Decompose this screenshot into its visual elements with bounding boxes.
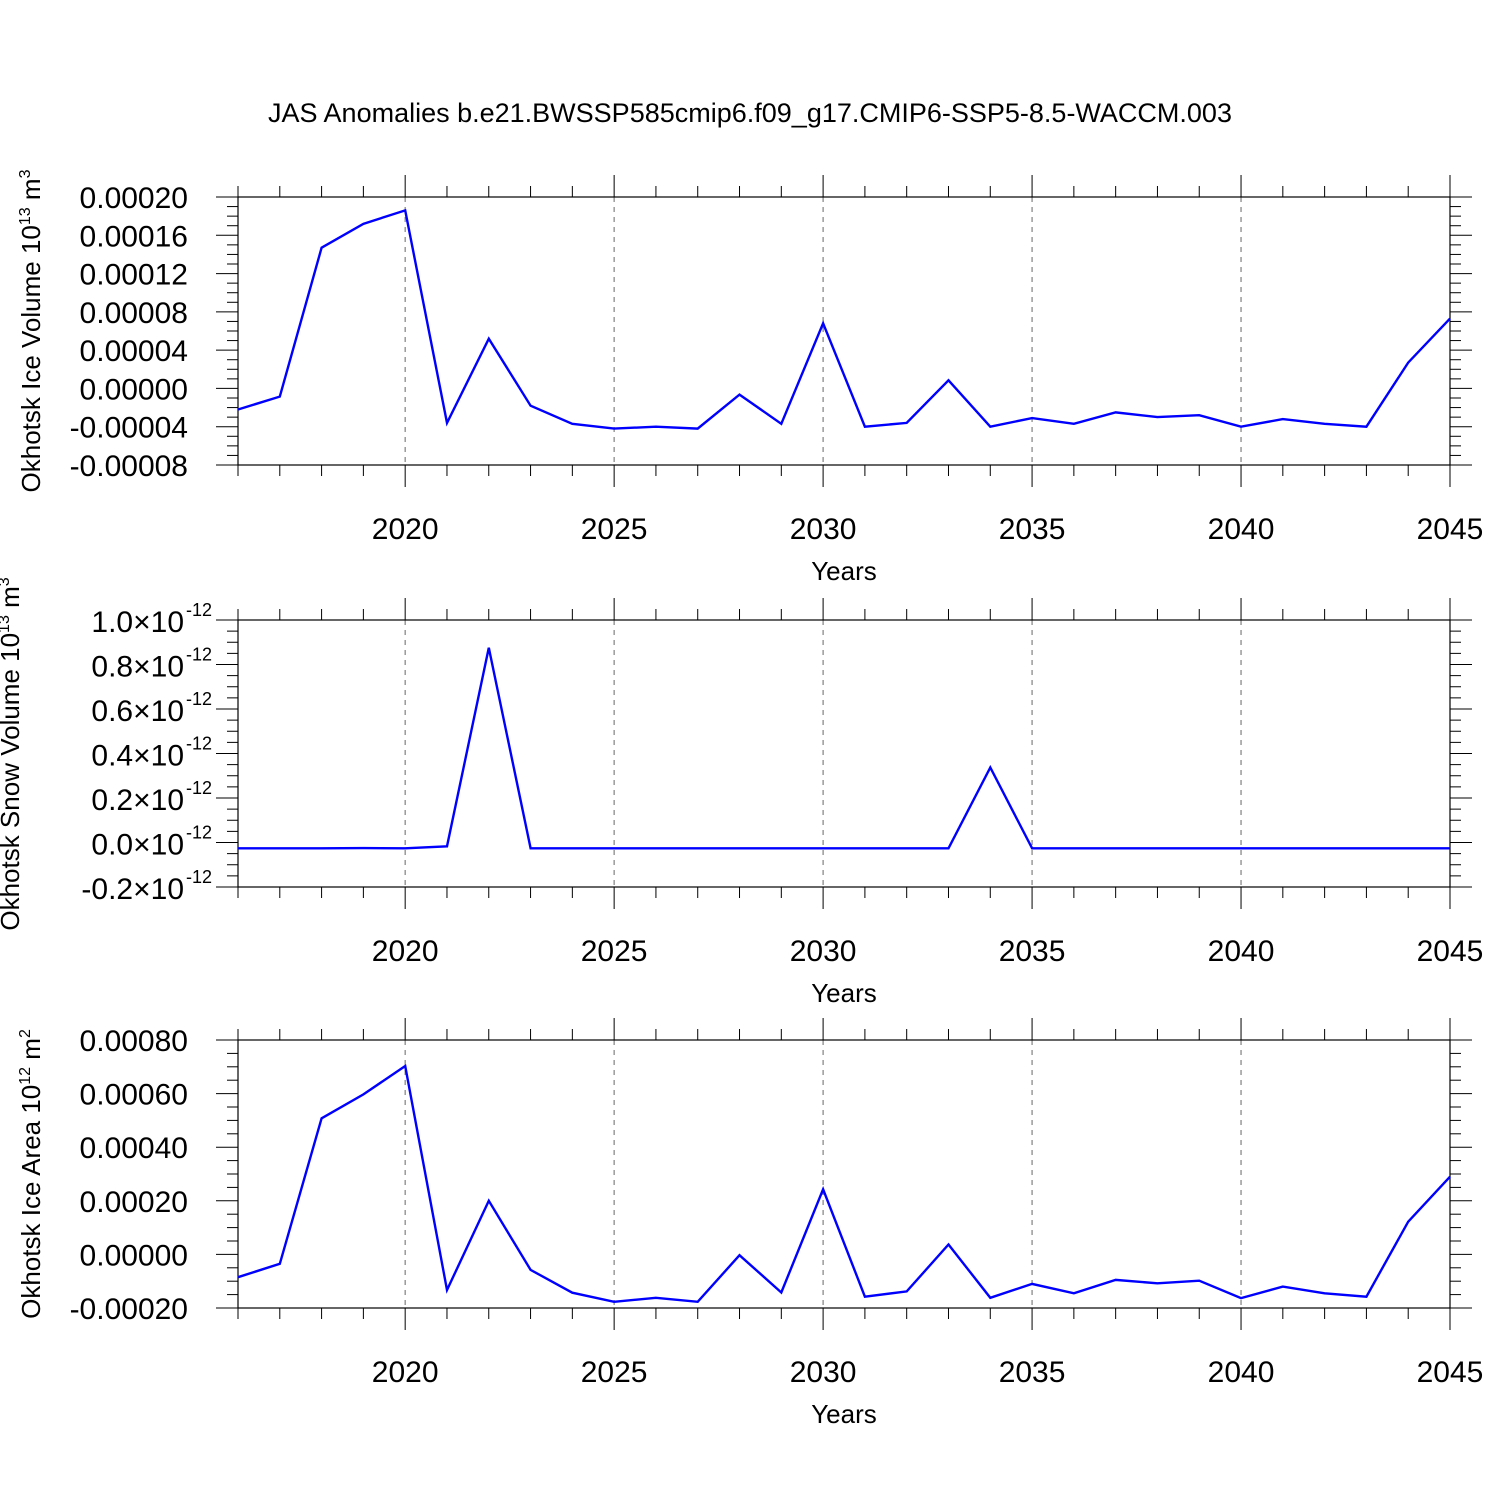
- y-tick-label: 0.00008: [80, 297, 188, 330]
- chart-panel-1: 2020 2025 2030 2035 2040 2045 -0.00008 -0.00004…: [16, 169, 1483, 586]
- x-tick-label: 2045: [1417, 935, 1484, 968]
- x-tick-label: 2025: [581, 935, 648, 968]
- plot-frame: [237, 196, 1451, 466]
- figure-title: JAS Anomalies b.e21.BWSSP585cmip6.f09_g1…: [268, 98, 1232, 128]
- x-tick-label: 2045: [1417, 1356, 1484, 1389]
- y-axis-label: Okhotsk Ice Area 1012 m2: [16, 1029, 46, 1319]
- y-tick-label: -0.00004: [70, 412, 188, 445]
- y-tick-label: 0.00020: [80, 182, 188, 215]
- y-axis-label-exp: 12: [17, 1067, 34, 1085]
- y-tick-label: 0.00040: [80, 1132, 188, 1165]
- y-axis-label-exp: 13: [17, 207, 34, 225]
- x-tick-label: 2040: [1208, 1356, 1275, 1389]
- plot-frame: [237, 1039, 1451, 1309]
- y-axis-label-space: [16, 200, 46, 207]
- x-tick-label: 2035: [999, 935, 1066, 968]
- y-tick-label: 0.00016: [80, 220, 188, 253]
- y-tick-exponent: -12: [186, 823, 212, 843]
- x-tick-label: 2025: [581, 513, 648, 546]
- y-tick-multiplier: ×10: [133, 695, 184, 728]
- x-tick-label: 2020: [372, 935, 439, 968]
- x-axis-label: Years: [811, 1399, 877, 1429]
- chart-panel-3: 2020 2025 2030 2035 2040 2045 -0.00020 0.00000 0…: [16, 1018, 1483, 1429]
- y-tick-multiplier: ×10: [133, 740, 184, 773]
- y-tick-label: 0.00012: [80, 259, 188, 292]
- x-tick-label: 2025: [581, 1356, 648, 1389]
- x-tick-label: 2030: [790, 513, 857, 546]
- y-tick-mantissa: 0.8: [91, 651, 133, 684]
- y-tick-label: 0.00020: [80, 1186, 188, 1219]
- y-tick-label: 0.00004: [80, 335, 188, 368]
- y-tick-mantissa: 0.2: [91, 784, 133, 817]
- y-tick-multiplier: ×10: [133, 873, 184, 906]
- y-tick-label: 0.8×10: [91, 651, 184, 684]
- x-tick-label: 2030: [790, 935, 857, 968]
- x-tick-label: 2020: [372, 513, 439, 546]
- y-axis-label-unit-exp: 3: [0, 577, 13, 586]
- plot-frame: [237, 619, 1451, 888]
- y-axis-label-text: Okhotsk Ice Volume 10: [16, 225, 46, 492]
- x-tick-label: 2035: [999, 1356, 1066, 1389]
- x-axis-label: Years: [811, 556, 877, 586]
- y-tick-exponent: -12: [186, 734, 212, 754]
- y-tick-label: 0.00000: [80, 1239, 188, 1272]
- y-axis-label-unit-exp: 2: [17, 1029, 34, 1038]
- y-tick-label: 0.2×10: [91, 784, 184, 817]
- y-tick-label: 0.00060: [80, 1079, 188, 1112]
- y-tick-mantissa: 0.4: [91, 740, 133, 773]
- series-line: [237, 208, 1451, 430]
- y-tick-label: 0.6×10: [91, 695, 184, 728]
- y-tick-multiplier: ×10: [133, 829, 184, 862]
- y-axis-label-space: [0, 608, 25, 615]
- x-tick-label: 2020: [372, 1356, 439, 1389]
- series-line: [237, 1063, 1451, 1304]
- y-axis-label-unit: m: [16, 1038, 46, 1060]
- y-tick-multiplier: ×10: [133, 784, 184, 817]
- x-tick-label: 2045: [1417, 513, 1484, 546]
- y-axis-label-unit: m: [16, 178, 46, 200]
- y-tick-exponent: -12: [186, 867, 212, 887]
- y-tick-label: 0.0×10: [91, 829, 184, 862]
- y-tick-mantissa: 0.0: [91, 829, 133, 862]
- y-tick-label: -0.00008: [70, 450, 188, 483]
- y-tick-label: 1.0×10: [91, 606, 184, 639]
- y-tick-label: 0.4×10: [91, 740, 184, 773]
- y-tick-exponent: -12: [186, 645, 212, 665]
- x-axis-label: Years: [811, 978, 877, 1008]
- chart-panel-2: 2020 2025 2030 2035 2040 2045-0.2×10 -120.0×10…: [0, 577, 1483, 1008]
- y-axis-label: Okhotsk Snow Volume 1013 m3: [0, 577, 25, 930]
- y-axis-label-text: Okhotsk Ice Area 10: [16, 1085, 46, 1319]
- y-axis-label: Okhotsk Ice Volume 1013 m3: [16, 169, 46, 492]
- y-tick-exponent: -12: [186, 600, 212, 620]
- y-tick-mantissa: 0.6: [91, 695, 133, 728]
- y-tick-label: 0.00080: [80, 1025, 188, 1058]
- y-axis-label-space: [16, 1060, 46, 1067]
- y-axis-label-unit-exp: 3: [17, 169, 34, 178]
- y-tick-multiplier: ×10: [133, 606, 184, 639]
- y-tick-label: -0.00020: [70, 1293, 188, 1326]
- x-tick-label: 2040: [1208, 513, 1275, 546]
- y-tick-multiplier: ×10: [133, 651, 184, 684]
- y-tick-label: -0.2×10: [81, 873, 184, 906]
- y-tick-exponent: -12: [186, 689, 212, 709]
- y-tick-mantissa: -0.2: [81, 873, 133, 906]
- x-tick-label: 2035: [999, 513, 1066, 546]
- y-axis-label-text: Okhotsk Snow Volume 10: [0, 633, 25, 931]
- x-tick-label: 2030: [790, 1356, 857, 1389]
- y-axis-label-exp: 13: [0, 615, 13, 633]
- series-line: [238, 647, 1450, 850]
- y-tick-mantissa: 1.0: [91, 606, 133, 639]
- y-tick-exponent: -12: [186, 778, 212, 798]
- y-tick-label: 0.00000: [80, 373, 188, 406]
- x-tick-label: 2040: [1208, 935, 1275, 968]
- y-axis-label-unit: m: [0, 586, 25, 608]
